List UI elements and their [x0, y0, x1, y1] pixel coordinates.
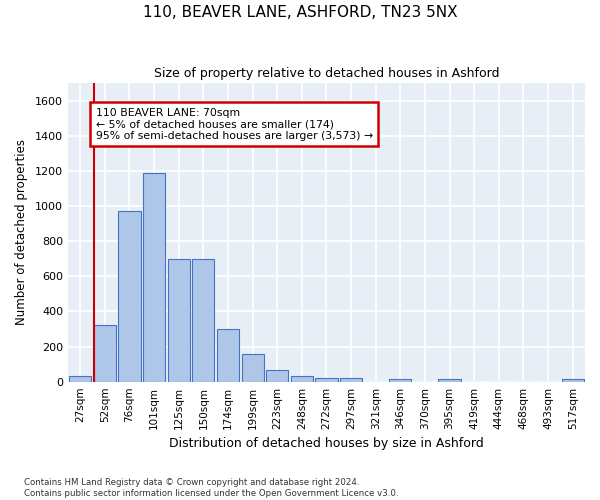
- Text: 110, BEAVER LANE, ASHFORD, TN23 5NX: 110, BEAVER LANE, ASHFORD, TN23 5NX: [143, 5, 457, 20]
- Bar: [340, 378, 362, 382]
- Bar: [192, 258, 214, 382]
- Bar: [316, 378, 338, 382]
- Bar: [389, 379, 412, 382]
- Bar: [94, 326, 116, 382]
- Text: Contains HM Land Registry data © Crown copyright and database right 2024.
Contai: Contains HM Land Registry data © Crown c…: [24, 478, 398, 498]
- X-axis label: Distribution of detached houses by size in Ashford: Distribution of detached houses by size …: [169, 437, 484, 450]
- Bar: [562, 379, 584, 382]
- Bar: [242, 354, 263, 382]
- Title: Size of property relative to detached houses in Ashford: Size of property relative to detached ho…: [154, 68, 499, 80]
- Bar: [69, 376, 91, 382]
- Bar: [439, 379, 461, 382]
- Y-axis label: Number of detached properties: Number of detached properties: [15, 140, 28, 326]
- Text: 110 BEAVER LANE: 70sqm
← 5% of detached houses are smaller (174)
95% of semi-det: 110 BEAVER LANE: 70sqm ← 5% of detached …: [95, 108, 373, 141]
- Bar: [266, 370, 289, 382]
- Bar: [143, 172, 165, 382]
- Bar: [291, 376, 313, 382]
- Bar: [217, 329, 239, 382]
- Bar: [167, 258, 190, 382]
- Bar: [118, 212, 140, 382]
